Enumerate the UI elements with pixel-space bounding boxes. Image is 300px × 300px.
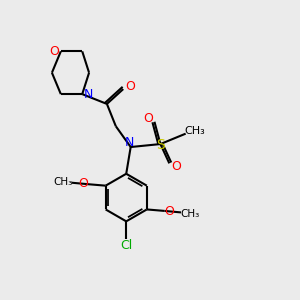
Text: O: O: [171, 160, 181, 173]
Text: O: O: [50, 45, 59, 58]
Text: Cl: Cl: [120, 238, 132, 252]
Text: O: O: [125, 80, 135, 93]
Text: CH₃: CH₃: [185, 126, 206, 136]
Text: CH₃: CH₃: [180, 208, 200, 219]
Text: O: O: [164, 205, 174, 218]
Text: S: S: [157, 138, 165, 152]
Text: N: N: [124, 136, 134, 149]
Text: O: O: [78, 177, 88, 190]
Text: O: O: [144, 112, 154, 125]
Text: N: N: [84, 88, 94, 100]
Text: CH₃: CH₃: [53, 176, 72, 187]
